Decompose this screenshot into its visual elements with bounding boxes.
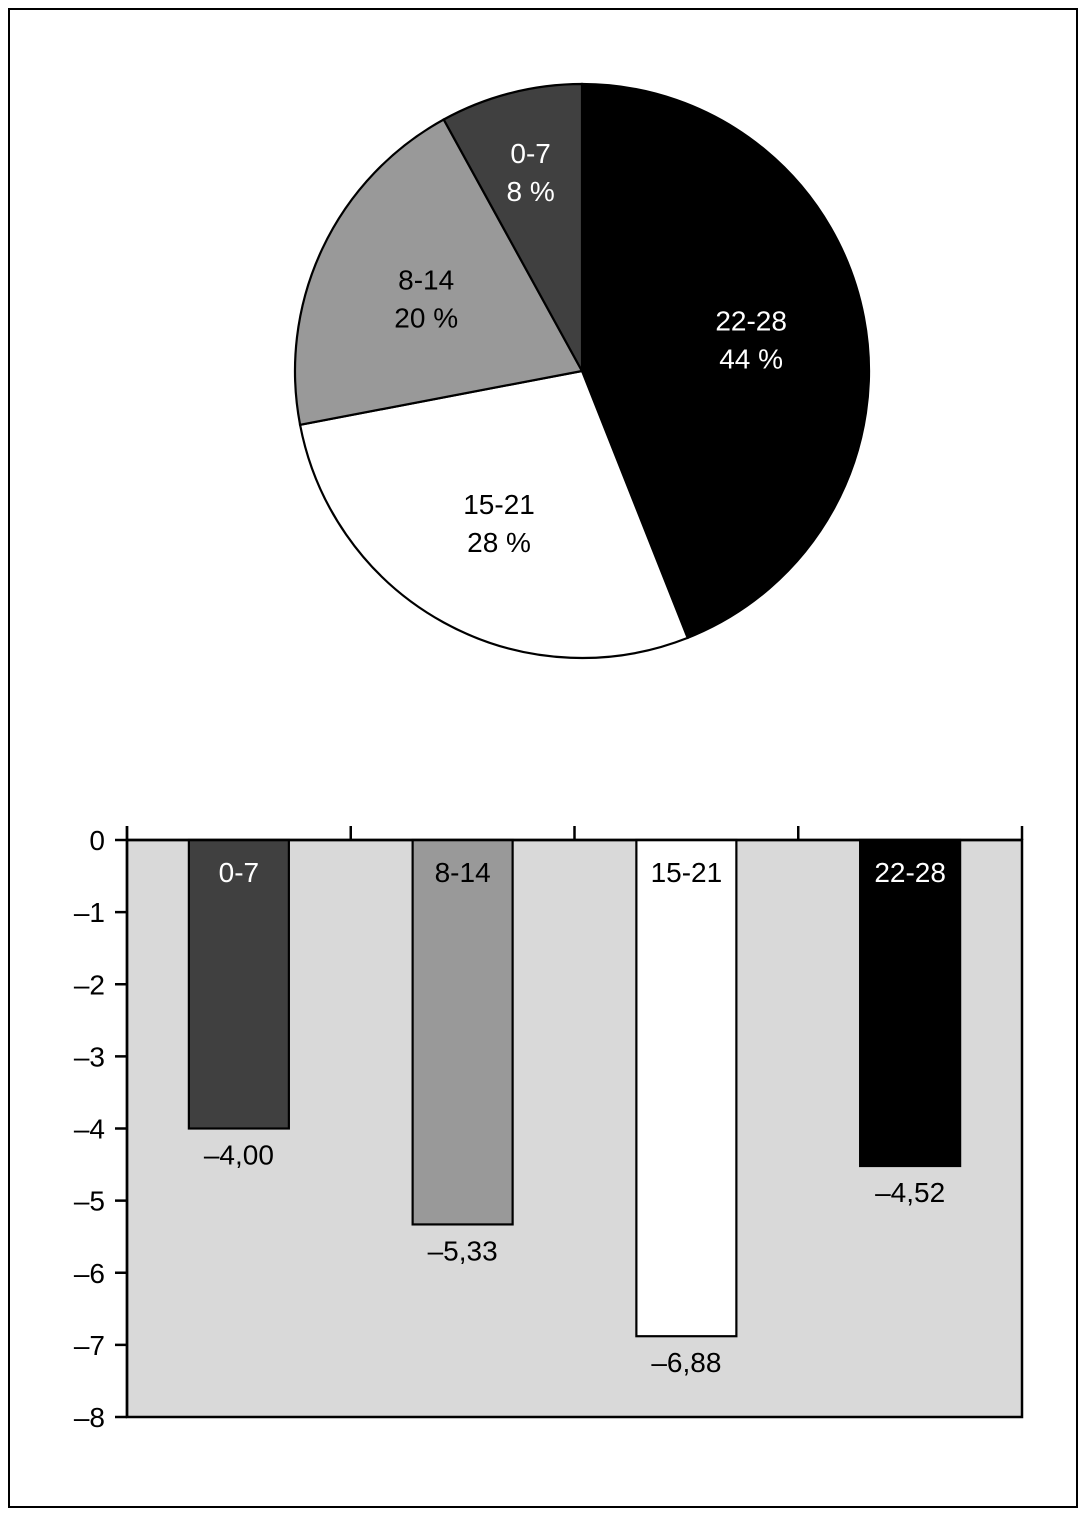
- pie-label-22-28: 22-28: [715, 306, 787, 337]
- figure-frame: [8, 8, 1078, 1508]
- pie-percent-22-28: 44 %: [719, 344, 783, 375]
- bar-value-labels: –4,00 –5,33 –6,88 –4,52: [204, 1140, 945, 1379]
- pie-slice-15-21: [298, 369, 690, 660]
- bar-category-label-8-14: 8-14: [435, 857, 491, 888]
- axes: [115, 826, 1024, 1419]
- pie-slices: [293, 82, 871, 660]
- pie-labels: 22-28 44 % 15-21 28 % 8-14 20 % 0-7 8 %: [394, 138, 787, 558]
- y-tick-label: –1: [74, 897, 105, 928]
- pie-percent-15-21: 28 %: [467, 527, 531, 558]
- bar-8-14: [411, 838, 514, 1226]
- y-tick-label: –5: [74, 1186, 105, 1217]
- y-tick-labels: 0 –1 –2 –3 –4 –5 –6 –7 –8: [74, 825, 105, 1433]
- y-tick-label: –3: [74, 1041, 105, 1072]
- y-tick-label: –8: [74, 1402, 105, 1433]
- bar-category-label-22-28: 22-28: [874, 857, 946, 888]
- pie-slice-0-7: [442, 82, 584, 372]
- bar-value-label-0-7: –4,00: [204, 1140, 274, 1171]
- y-tick-label: –6: [74, 1258, 105, 1289]
- bar-value-label-15-21: –6,88: [651, 1347, 721, 1378]
- bar-22-28: [859, 838, 962, 1168]
- pie-percent-8-14: 20 %: [394, 303, 458, 334]
- pie-label-15-21: 15-21: [463, 489, 535, 520]
- pie-slice-8-14: [293, 118, 584, 427]
- pie-slice-22-28: [580, 82, 871, 640]
- bar-value-label-22-28: –4,52: [875, 1177, 945, 1208]
- bar-category-label-15-21: 15-21: [651, 857, 723, 888]
- bar-15-21: [635, 838, 738, 1338]
- y-tick-label: 0: [89, 825, 105, 856]
- y-tick-label: –7: [74, 1330, 105, 1361]
- pie-label-0-7: 0-7: [510, 138, 550, 169]
- bar-category-label-0-7: 0-7: [219, 857, 259, 888]
- pie-label-8-14: 8-14: [398, 265, 454, 296]
- y-tick-label: –4: [74, 1114, 105, 1145]
- y-tick-label: –2: [74, 969, 105, 1000]
- bars: [187, 838, 962, 1338]
- bar-category-labels: 0-7 8-14 15-21 22-28: [219, 857, 946, 888]
- bar-value-label-8-14: –5,33: [428, 1235, 498, 1266]
- bar-0-7: [187, 838, 290, 1130]
- pie-percent-0-7: 8 %: [506, 176, 554, 207]
